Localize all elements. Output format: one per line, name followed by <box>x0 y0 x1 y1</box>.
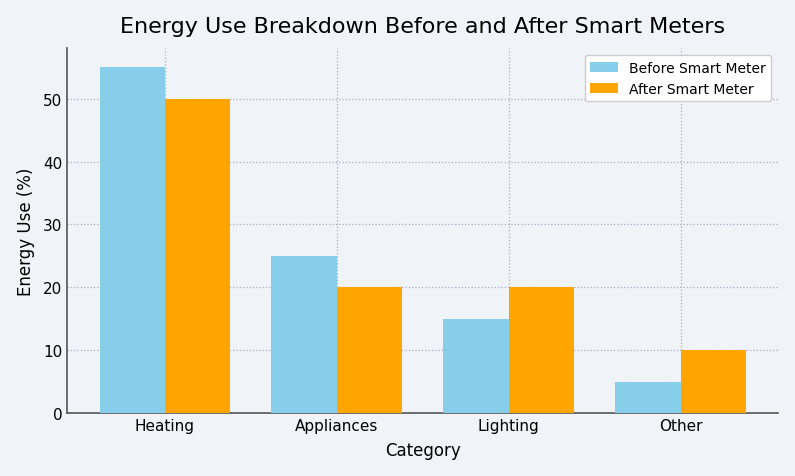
Bar <box>444 319 509 413</box>
Bar <box>509 288 574 413</box>
Bar <box>165 99 231 413</box>
Bar <box>615 382 681 413</box>
Y-axis label: Energy Use (%): Energy Use (%) <box>17 167 35 295</box>
Bar <box>271 257 337 413</box>
Title: Energy Use Breakdown Before and After Smart Meters: Energy Use Breakdown Before and After Sm… <box>120 17 725 37</box>
X-axis label: Category: Category <box>385 441 460 459</box>
Legend: Before Smart Meter, After Smart Meter: Before Smart Meter, After Smart Meter <box>584 56 771 102</box>
Bar <box>681 350 746 413</box>
Bar <box>337 288 402 413</box>
Bar <box>99 68 165 413</box>
